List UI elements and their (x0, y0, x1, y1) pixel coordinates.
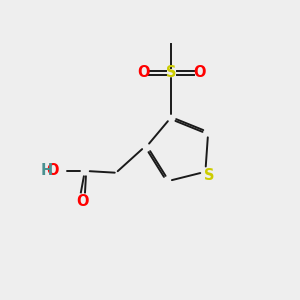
Text: O: O (76, 194, 88, 209)
Text: S: S (204, 168, 214, 183)
Text: O: O (193, 65, 206, 80)
Text: O: O (46, 163, 59, 178)
Text: S: S (166, 65, 176, 80)
Text: H: H (41, 163, 53, 178)
Text: O: O (137, 65, 149, 80)
